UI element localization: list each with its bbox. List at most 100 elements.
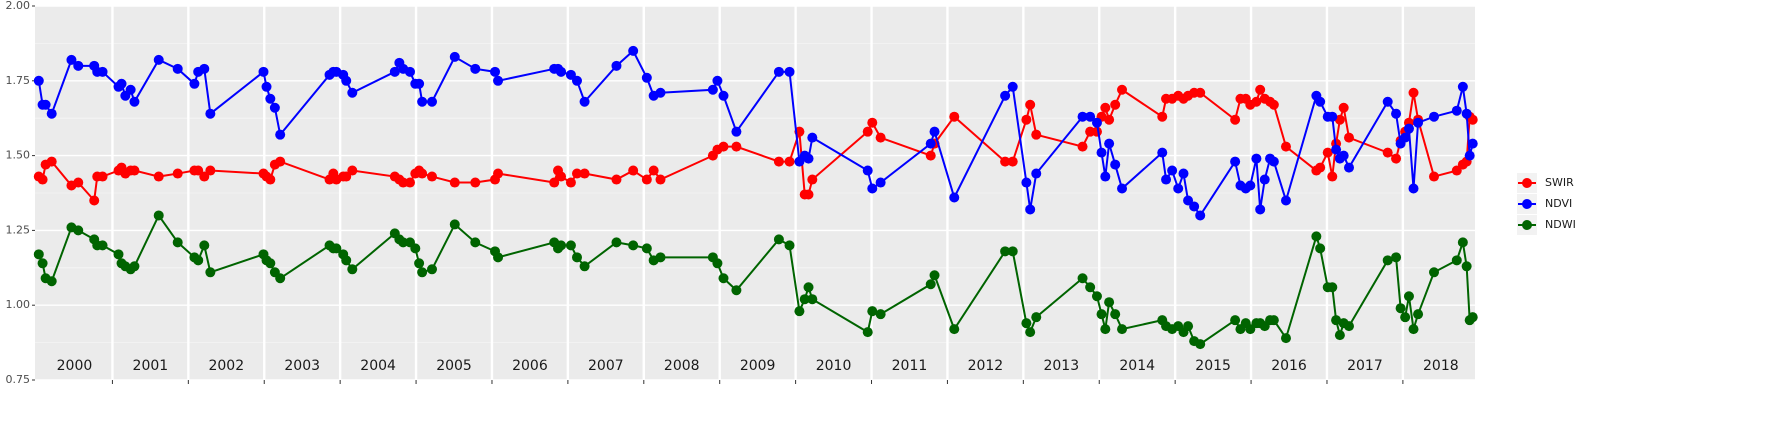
year-label: 2001 — [133, 358, 169, 374]
data-point — [493, 168, 504, 179]
data-point — [199, 240, 210, 251]
data-point — [1382, 255, 1393, 266]
data-point — [712, 258, 723, 269]
data-point — [1077, 141, 1088, 152]
data-point — [331, 243, 342, 254]
data-point — [1457, 237, 1468, 248]
data-point — [1195, 210, 1206, 221]
data-point — [1395, 303, 1406, 314]
data-point — [1322, 147, 1333, 158]
year-label: 2010 — [816, 358, 852, 374]
data-point — [949, 192, 960, 203]
data-point — [925, 279, 936, 290]
data-point — [1408, 87, 1419, 98]
data-point — [949, 111, 960, 122]
data-point — [1338, 150, 1349, 161]
y-tick-label: 1.00 — [6, 298, 31, 311]
data-point — [275, 156, 286, 167]
data-point — [73, 225, 84, 236]
data-point — [1413, 309, 1424, 320]
data-point — [414, 78, 425, 89]
data-point — [579, 261, 590, 272]
data-point — [97, 240, 108, 251]
data-point — [347, 165, 358, 176]
data-point — [1331, 144, 1342, 155]
data-point — [33, 75, 44, 86]
data-point — [129, 165, 140, 176]
data-point — [1461, 108, 1472, 119]
data-point — [1104, 138, 1115, 149]
data-point — [1451, 105, 1462, 116]
data-point — [449, 177, 460, 188]
data-point — [37, 174, 48, 185]
year-label: 2000 — [57, 358, 93, 374]
data-point — [46, 108, 57, 119]
data-point — [1025, 99, 1036, 110]
data-point — [1280, 333, 1291, 344]
data-point — [1007, 81, 1018, 92]
data-point — [1403, 123, 1414, 134]
data-point — [1403, 291, 1414, 302]
data-point — [172, 63, 183, 74]
data-point — [73, 177, 84, 188]
data-point — [628, 165, 639, 176]
data-point — [784, 240, 795, 251]
data-point — [731, 285, 742, 296]
year-label: 2004 — [360, 358, 396, 374]
data-point — [1025, 327, 1036, 338]
year-label: 2017 — [1347, 358, 1383, 374]
data-point — [1382, 147, 1393, 158]
data-point — [1400, 132, 1411, 143]
data-point — [1343, 162, 1354, 173]
data-point — [470, 177, 481, 188]
data-point — [1157, 147, 1168, 158]
data-point — [1343, 321, 1354, 332]
data-point — [66, 54, 77, 65]
data-point — [205, 267, 216, 278]
data-point — [867, 183, 878, 194]
data-point — [611, 237, 622, 248]
year-label: 2002 — [208, 358, 244, 374]
data-point — [929, 126, 940, 137]
data-point — [73, 60, 84, 71]
data-point — [571, 75, 582, 86]
data-point — [628, 45, 639, 56]
data-point — [862, 327, 873, 338]
data-point — [1408, 324, 1419, 335]
year-label: 2014 — [1119, 358, 1155, 374]
year-label: 2013 — [1043, 358, 1079, 374]
data-point — [1391, 108, 1402, 119]
data-point — [410, 243, 421, 254]
data-point — [1327, 171, 1338, 182]
data-point — [493, 252, 504, 263]
data-point — [1311, 231, 1322, 242]
data-point — [470, 237, 481, 248]
data-point — [1021, 114, 1032, 125]
data-point — [571, 168, 582, 179]
data-point — [1085, 282, 1096, 293]
data-point — [784, 66, 795, 77]
data-point — [807, 132, 818, 143]
data-point — [205, 108, 216, 119]
data-point — [1315, 162, 1326, 173]
data-point — [269, 102, 280, 113]
y-tick-label: 1.75 — [6, 74, 31, 87]
data-point — [1031, 129, 1042, 140]
data-point — [1268, 99, 1279, 110]
data-point — [193, 255, 204, 266]
data-point — [784, 156, 795, 167]
data-point — [1255, 204, 1266, 215]
data-point — [1327, 111, 1338, 122]
data-point — [875, 132, 886, 143]
data-point — [571, 252, 582, 263]
data-point — [1167, 165, 1178, 176]
data-point — [414, 258, 425, 269]
data-point — [718, 273, 729, 284]
data-point — [648, 165, 659, 176]
data-point — [1110, 309, 1121, 320]
data-point — [1189, 201, 1200, 212]
data-point — [773, 234, 784, 245]
data-point — [46, 276, 57, 287]
data-point — [565, 240, 576, 251]
data-point — [1338, 102, 1349, 113]
